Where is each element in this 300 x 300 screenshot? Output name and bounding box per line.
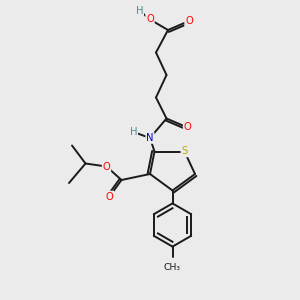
Text: O: O xyxy=(103,161,110,172)
Text: N: N xyxy=(146,133,154,143)
Text: O: O xyxy=(146,14,154,25)
Text: O: O xyxy=(185,16,193,26)
Text: CH₃: CH₃ xyxy=(164,263,181,272)
Text: H: H xyxy=(130,127,137,137)
Text: S: S xyxy=(182,146,188,157)
Text: O: O xyxy=(106,191,113,202)
Text: H: H xyxy=(136,5,143,16)
Text: O: O xyxy=(184,122,191,133)
